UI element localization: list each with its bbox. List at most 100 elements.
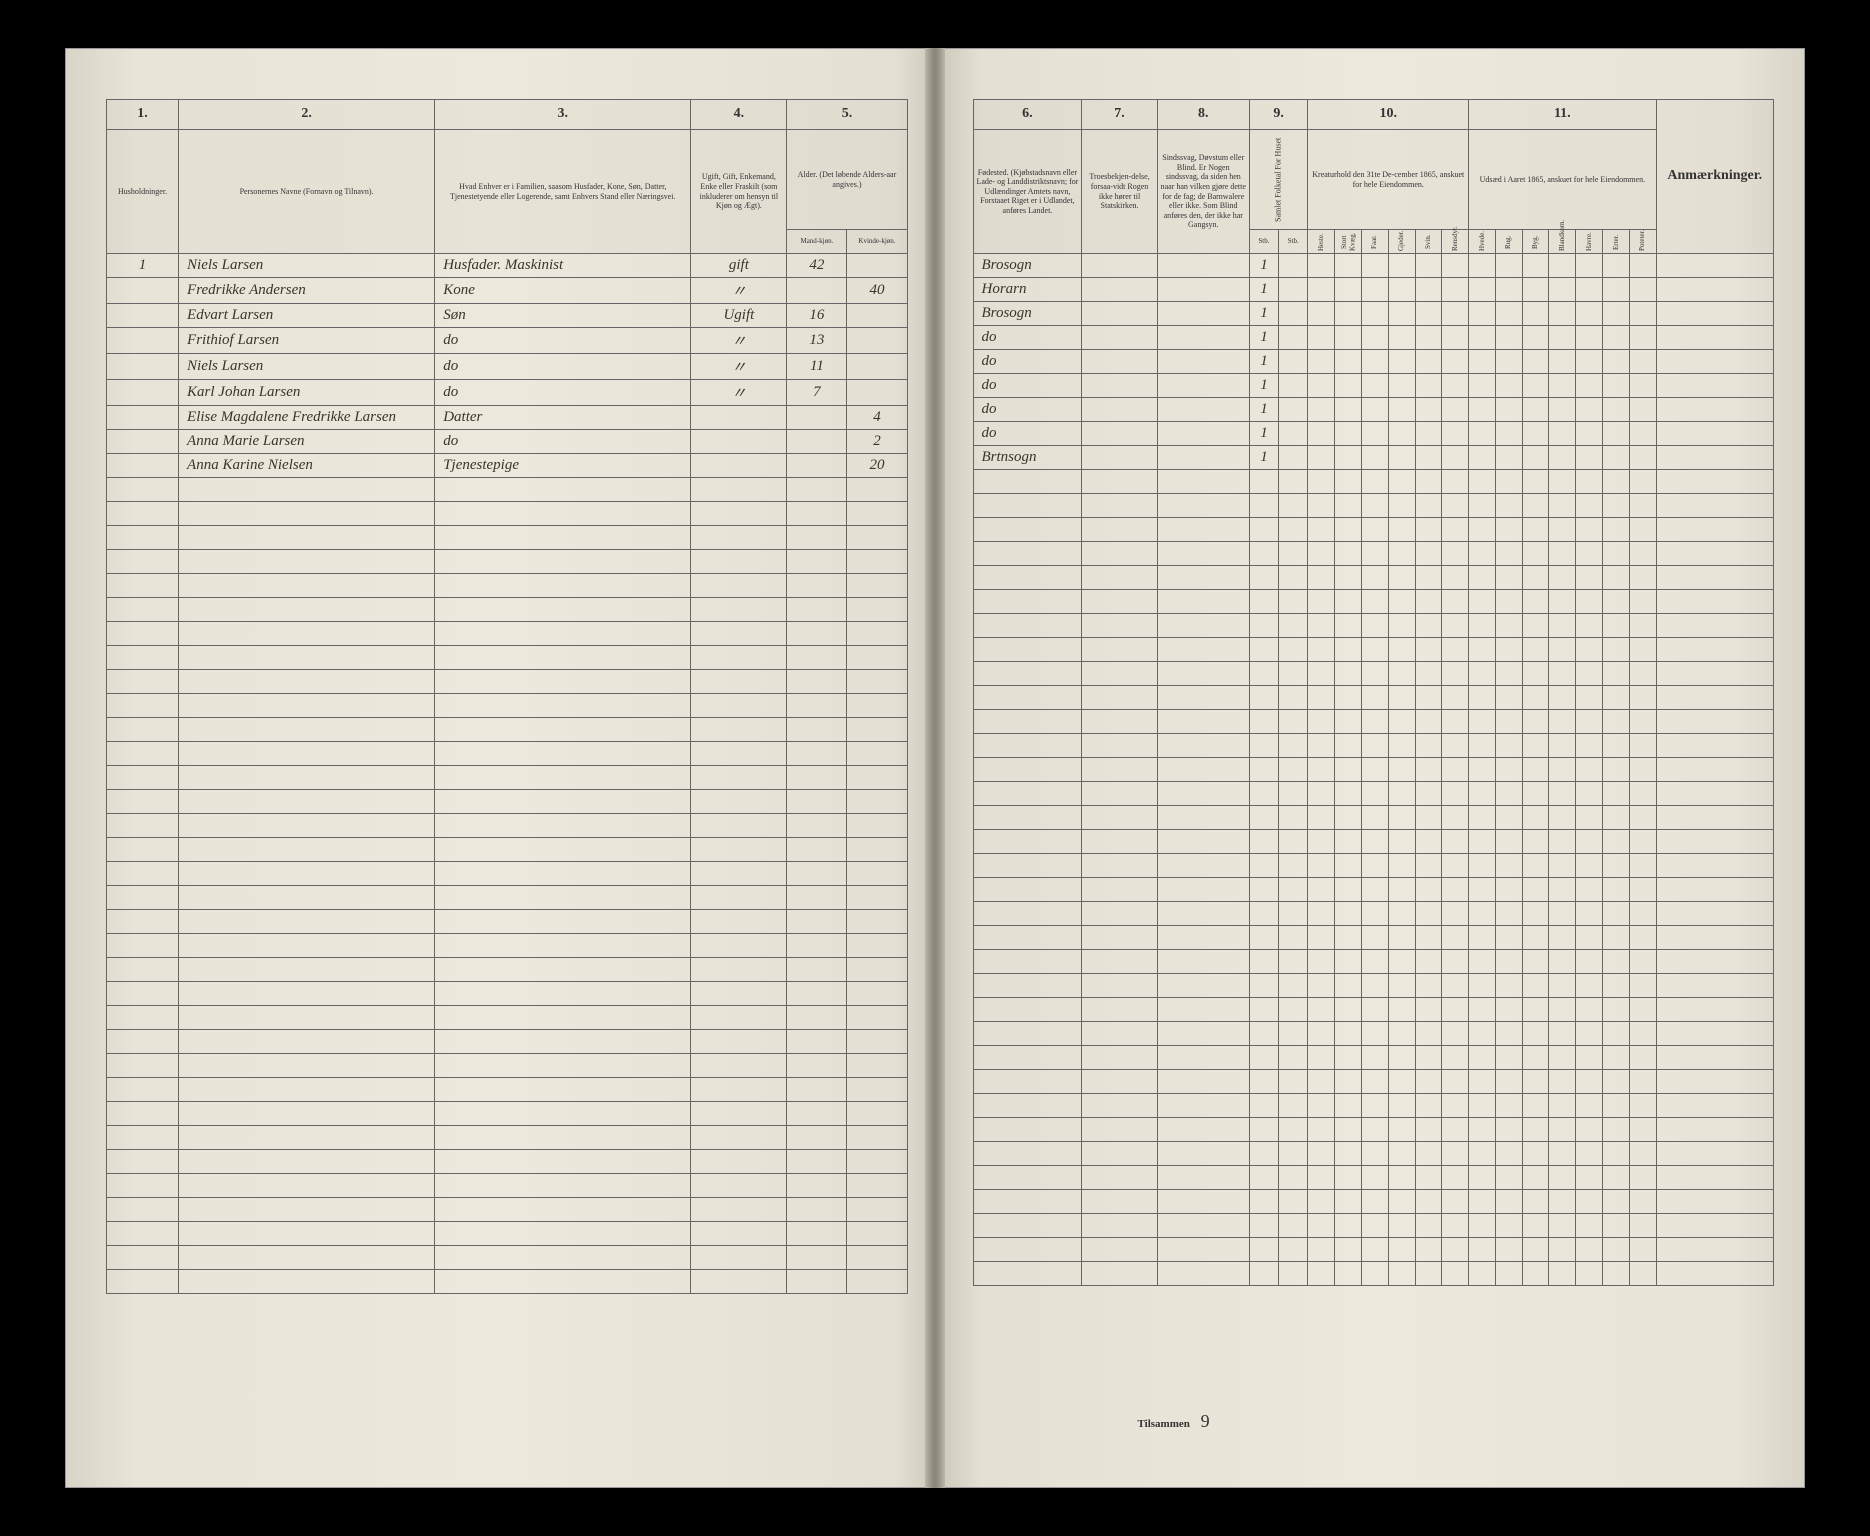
- cell-9a: 1: [1249, 326, 1278, 350]
- sub-havre: Havre.: [1576, 230, 1603, 254]
- cell-9a: 1: [1249, 254, 1278, 278]
- table-row: Brosogn1: [973, 302, 1774, 326]
- empty-row: [973, 902, 1774, 926]
- cell-livestock: [1335, 398, 1362, 422]
- cell-livestock: [1361, 398, 1388, 422]
- cell-birthplace: do: [973, 374, 1082, 398]
- cell-role: Datter: [435, 406, 691, 430]
- cell-livestock: [1629, 398, 1656, 422]
- empty-row: [973, 734, 1774, 758]
- empty-row: [973, 998, 1774, 1022]
- cell-livestock: [1549, 374, 1576, 398]
- cell-age-m: 11: [787, 354, 847, 380]
- cell-livestock: [1549, 278, 1576, 302]
- empty-row: [973, 1214, 1774, 1238]
- cell-livestock: [1576, 446, 1603, 470]
- empty-row: [973, 1046, 1774, 1070]
- empty-row: [973, 1166, 1774, 1190]
- cell-anm: [1656, 374, 1773, 398]
- empty-row: [973, 494, 1774, 518]
- cell-livestock: [1549, 422, 1576, 446]
- empty-row: [973, 662, 1774, 686]
- cell-sind: [1157, 302, 1249, 326]
- cell-livestock: [1415, 374, 1442, 398]
- cell-livestock: [1469, 254, 1496, 278]
- empty-row: [973, 878, 1774, 902]
- cell-9a: 1: [1249, 446, 1278, 470]
- cell-livestock: [1361, 422, 1388, 446]
- cell-livestock: [1442, 374, 1469, 398]
- empty-row: [973, 1118, 1774, 1142]
- cell-livestock: [1495, 350, 1522, 374]
- cell-role: Tjenestepige: [435, 454, 691, 478]
- cell-9a: 1: [1249, 374, 1278, 398]
- sub-heste: Heste.: [1308, 230, 1335, 254]
- tilsammen-value: 9: [1201, 1411, 1210, 1431]
- header-mandkjon: Mand-kjøn.: [787, 230, 847, 254]
- cell-birthplace: Brtnsogn: [973, 446, 1082, 470]
- empty-row: [973, 830, 1774, 854]
- col-num-5: 5.: [787, 100, 907, 130]
- empty-row: [107, 718, 908, 742]
- footer-tilsammen: Tilsammen 9: [1138, 1411, 1210, 1432]
- cell-livestock: [1495, 398, 1522, 422]
- cell-livestock: [1522, 254, 1549, 278]
- cell-role: Husfader. Maskinist: [435, 254, 691, 278]
- cell-age-f: 2: [847, 430, 907, 454]
- sub-rug: Rug.: [1495, 230, 1522, 254]
- cell-livestock: [1469, 398, 1496, 422]
- table-row: Brosogn1: [973, 254, 1774, 278]
- empty-row: [107, 790, 908, 814]
- empty-row: [973, 1262, 1774, 1286]
- empty-row: [973, 1022, 1774, 1046]
- col-num-1: 1.: [107, 100, 179, 130]
- census-book: 1. 2. 3. 4. 5. Husholdninger. Personerne…: [65, 48, 1805, 1488]
- cell-9a: 1: [1249, 350, 1278, 374]
- cell-9b: [1279, 278, 1308, 302]
- cell-livestock: [1603, 254, 1630, 278]
- cell-age-f: [847, 304, 907, 328]
- cell-livestock: [1388, 422, 1415, 446]
- empty-row: [107, 478, 908, 502]
- sub-hvede: Hvede.: [1469, 230, 1496, 254]
- cell-9b: [1279, 254, 1308, 278]
- cell-age-f: [847, 380, 907, 406]
- cell-livestock: [1335, 326, 1362, 350]
- empty-row: [107, 1174, 908, 1198]
- cell-livestock: [1361, 278, 1388, 302]
- cell-livestock: [1415, 398, 1442, 422]
- cell-livestock: [1549, 326, 1576, 350]
- cell-livestock: [1308, 446, 1335, 470]
- empty-row: [107, 1222, 908, 1246]
- cell-hh: [107, 354, 179, 380]
- header-folketal: Samlet Folketal For Huset: [1249, 130, 1308, 230]
- cell-livestock: [1522, 302, 1549, 326]
- cell-livestock: [1469, 374, 1496, 398]
- cell-livestock: [1495, 254, 1522, 278]
- table-row: Niels Larsendo〃11: [107, 354, 908, 380]
- empty-row: [107, 574, 908, 598]
- empty-row: [107, 958, 908, 982]
- cell-livestock: [1308, 398, 1335, 422]
- header-navne: Personernes Navne (Fornavn og Tilnavn).: [179, 130, 435, 254]
- cell-livestock: [1335, 278, 1362, 302]
- cell-marital: 〃: [691, 278, 787, 304]
- cell-livestock: [1603, 326, 1630, 350]
- cell-troes: [1082, 278, 1157, 302]
- cell-sind: [1157, 374, 1249, 398]
- cell-livestock: [1442, 254, 1469, 278]
- cell-livestock: [1388, 302, 1415, 326]
- empty-row: [973, 470, 1774, 494]
- empty-row: [973, 806, 1774, 830]
- sub-blandkorn: Blandkorn.: [1549, 230, 1576, 254]
- empty-row: [107, 1270, 908, 1294]
- cell-9b: [1279, 326, 1308, 350]
- cell-9b: [1279, 446, 1308, 470]
- cell-livestock: [1603, 422, 1630, 446]
- cell-name: Niels Larsen: [179, 254, 435, 278]
- cell-livestock: [1469, 278, 1496, 302]
- cell-sind: [1157, 326, 1249, 350]
- cell-livestock: [1576, 326, 1603, 350]
- cell-livestock: [1495, 374, 1522, 398]
- header-husholdninger: Husholdninger.: [107, 130, 179, 254]
